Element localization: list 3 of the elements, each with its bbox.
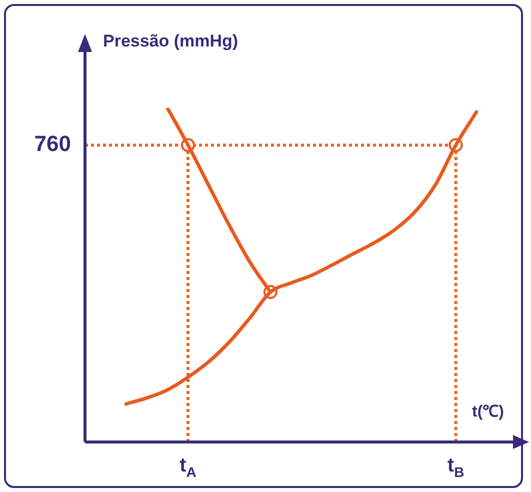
text: 760 — [34, 131, 72, 156]
x-axis-title: t(℃) — [472, 403, 504, 420]
y-axis-title: Pressão (mmHg) — [103, 32, 238, 51]
